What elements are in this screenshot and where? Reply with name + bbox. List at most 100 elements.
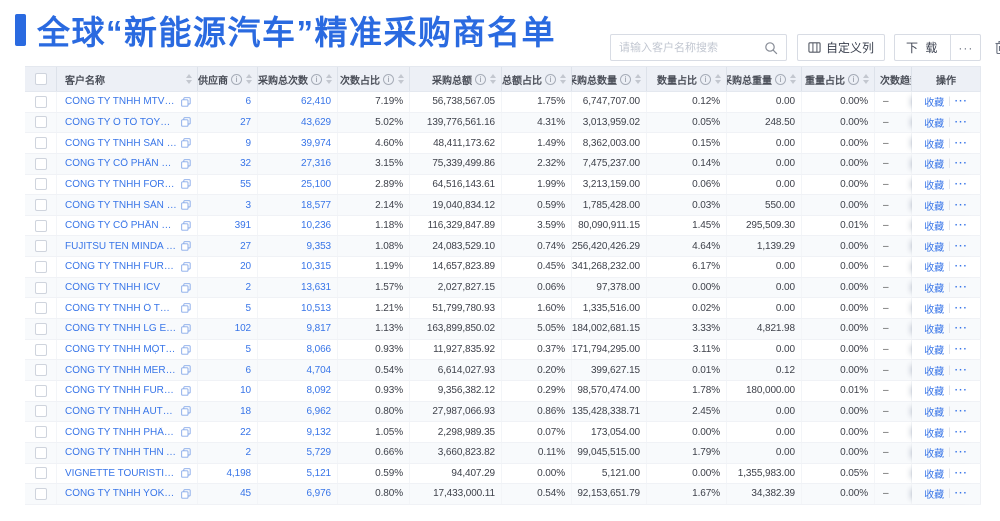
download-button[interactable]: 下 载 xyxy=(895,35,950,60)
customer-name-link[interactable]: CÔNG TY TNHH ICV xyxy=(65,282,161,294)
customer-name-link[interactable]: CÔNG TY TNHH MỘT THÀNH V... xyxy=(65,344,177,355)
supplier-cell[interactable]: 18 xyxy=(198,401,258,422)
customer-name-link[interactable]: CÔNG TY CỔ PHẦN SẢN XUẤT... xyxy=(65,220,177,232)
supplier-cell[interactable]: 22 xyxy=(198,422,258,442)
column-header-qty-pct[interactable]: 数量占比 i xyxy=(647,67,727,91)
column-header-supplier[interactable]: 供应商 i xyxy=(198,67,258,91)
customer-name-link[interactable]: CÔNG TY TNHH SẢN XUẤT VÀ ... xyxy=(65,199,177,211)
favorite-button[interactable]: 收藏 xyxy=(924,387,945,399)
purchase-count-cell[interactable]: 62,410 xyxy=(258,92,338,112)
favorite-button[interactable]: 收藏 xyxy=(924,449,945,461)
row-checkbox[interactable] xyxy=(34,302,47,315)
row-more-button[interactable]: ··· xyxy=(954,137,968,149)
sort-icon[interactable] xyxy=(635,74,641,84)
column-header-purchase-amount[interactable]: 采购总额 i xyxy=(410,67,502,91)
customer-name-link[interactable]: CÔNG TY TNHH FURUKAWA A... xyxy=(65,385,177,397)
supplier-cell[interactable]: 5 xyxy=(198,298,258,319)
row-checkbox[interactable] xyxy=(34,322,47,335)
copy-icon[interactable] xyxy=(181,447,191,458)
row-more-button[interactable]: ··· xyxy=(954,467,968,479)
purchase-count-cell[interactable]: 18,577 xyxy=(258,195,338,215)
favorite-button[interactable]: 收藏 xyxy=(924,160,945,172)
row-more-button[interactable]: ··· xyxy=(954,220,968,232)
purchase-count-cell[interactable]: 8,092 xyxy=(258,380,338,401)
info-icon[interactable]: i xyxy=(620,73,631,85)
customer-name-link[interactable]: CÔNG TY TNHH PHÂN PHỐI T... xyxy=(65,426,177,438)
customer-name-link[interactable]: VIGNETTE TOURISTIQUE G UNI... xyxy=(65,467,177,479)
search-input[interactable] xyxy=(611,35,757,60)
row-checkbox[interactable] xyxy=(34,467,47,480)
copy-icon[interactable] xyxy=(181,303,191,313)
row-more-button[interactable]: ··· xyxy=(954,344,968,355)
info-icon[interactable]: i xyxy=(311,73,322,85)
info-icon[interactable]: i xyxy=(848,73,859,85)
row-checkbox[interactable] xyxy=(34,178,47,191)
row-checkbox[interactable] xyxy=(34,343,47,356)
purchase-count-cell[interactable]: 5,729 xyxy=(258,442,338,463)
row-checkbox[interactable] xyxy=(34,281,47,294)
copy-icon[interactable] xyxy=(181,138,191,148)
row-more-button[interactable]: ··· xyxy=(954,302,968,314)
customize-columns-button[interactable]: 自定义列 xyxy=(797,34,886,61)
copy-icon[interactable] xyxy=(181,262,191,272)
purchase-count-cell[interactable]: 43,629 xyxy=(258,112,338,133)
customer-name-link[interactable]: CÔNG TY TNHH SẢN XUẤT VÀ ... xyxy=(65,137,177,149)
supplier-cell[interactable]: 2 xyxy=(198,277,258,298)
customer-name-link[interactable]: CÔNG TY TNHH AUTEL VIỆT N... xyxy=(65,405,177,417)
row-more-button[interactable]: ··· xyxy=(954,158,968,170)
row-more-button[interactable]: ··· xyxy=(954,385,968,397)
column-header-weight-pct[interactable]: 重量占比 i xyxy=(802,67,875,91)
supplier-cell[interactable]: 55 xyxy=(198,174,258,195)
sort-icon[interactable] xyxy=(326,74,332,84)
favorite-button[interactable]: 收藏 xyxy=(924,180,945,192)
supplier-cell[interactable]: 32 xyxy=(198,153,258,174)
sort-icon[interactable] xyxy=(186,74,192,84)
purchase-count-cell[interactable]: 39,974 xyxy=(258,133,338,153)
column-header-customer-name[interactable]: 客户名称 xyxy=(57,67,198,91)
column-header-purchase-qty[interactable]: 采购总数量 i xyxy=(572,67,647,91)
copy-icon[interactable] xyxy=(181,406,191,417)
customer-name-link[interactable]: CÔNG TY TNHH YOKOWO VIỆT... xyxy=(65,488,177,500)
purchase-count-cell[interactable]: 9,353 xyxy=(258,236,338,257)
row-more-button[interactable]: ··· xyxy=(954,116,968,128)
supplier-cell[interactable]: 27 xyxy=(198,112,258,133)
purchase-count-cell[interactable]: 8,066 xyxy=(258,339,338,360)
supplier-cell[interactable]: 3 xyxy=(198,195,258,215)
row-checkbox[interactable] xyxy=(34,199,47,212)
row-checkbox[interactable] xyxy=(34,384,47,397)
row-more-button[interactable]: ··· xyxy=(954,96,968,108)
supplier-cell[interactable]: 10 xyxy=(198,380,258,401)
column-header-purchase-count[interactable]: 采购总次数 i xyxy=(258,67,338,91)
row-more-button[interactable]: ··· xyxy=(954,199,968,211)
row-checkbox[interactable] xyxy=(34,137,47,150)
customer-name-link[interactable]: CÔNG TY TNHH Ô TÔ MITSUBI... xyxy=(65,302,177,314)
row-checkbox[interactable] xyxy=(34,240,47,253)
customer-name-link[interactable]: CÔNG TY TNHH FURUKAWA A... xyxy=(65,261,177,273)
purchase-count-cell[interactable]: 6,976 xyxy=(258,484,338,504)
customer-name-link[interactable]: CÔNG TY TNHH THN AUTOPAR... xyxy=(65,447,177,459)
purchase-count-cell[interactable]: 10,236 xyxy=(258,215,338,236)
copy-icon[interactable] xyxy=(181,200,191,210)
favorite-button[interactable]: 收藏 xyxy=(924,346,945,357)
favorite-button[interactable]: 收藏 xyxy=(924,118,945,130)
copy-icon[interactable] xyxy=(181,385,191,396)
purchase-count-cell[interactable]: 9,132 xyxy=(258,422,338,442)
copy-icon[interactable] xyxy=(181,282,191,293)
row-checkbox[interactable] xyxy=(34,405,47,418)
copy-icon[interactable] xyxy=(181,468,191,478)
customer-name-link[interactable]: FUJITSU TEN MINDA INDIA PVT... xyxy=(65,240,177,252)
row-more-button[interactable]: ··· xyxy=(954,178,968,190)
purchase-count-cell[interactable]: 10,513 xyxy=(258,298,338,319)
copy-icon[interactable] xyxy=(181,427,191,437)
favorite-button[interactable]: 收藏 xyxy=(924,407,945,419)
row-more-button[interactable]: ··· xyxy=(954,426,968,438)
search-icon[interactable] xyxy=(764,41,778,55)
select-all-checkbox[interactable] xyxy=(34,73,47,85)
purchase-count-cell[interactable]: 4,704 xyxy=(258,360,338,380)
copy-icon[interactable] xyxy=(181,97,191,107)
sort-icon[interactable] xyxy=(560,74,566,84)
row-checkbox[interactable] xyxy=(34,487,47,500)
column-header-purchase-weight[interactable]: 采购总重量 i xyxy=(727,67,802,91)
purchase-count-cell[interactable]: 27,316 xyxy=(258,153,338,174)
supplier-cell[interactable]: 2 xyxy=(198,442,258,463)
